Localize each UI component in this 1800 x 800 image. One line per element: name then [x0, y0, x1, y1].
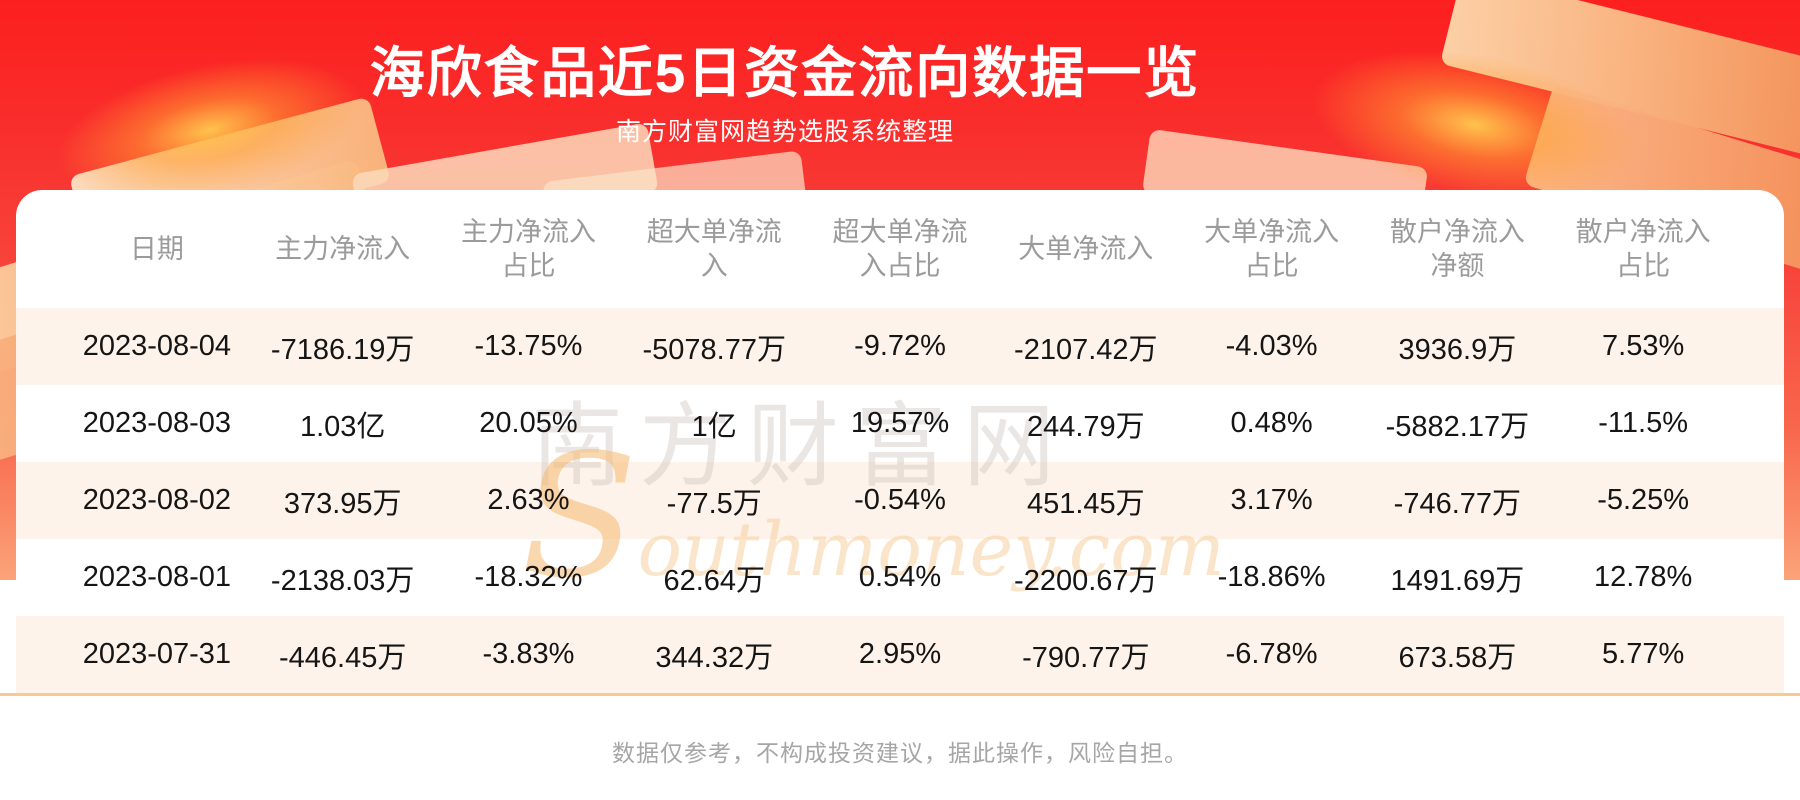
table-cell: 451.45万: [1026, 487, 1145, 520]
table-cell: 19.57%: [850, 407, 950, 439]
table-cell: 0.48%: [1230, 407, 1313, 439]
column-header: 主力净流入: [275, 234, 411, 264]
table-cell: 5.77%: [1602, 638, 1685, 670]
table-cell: 2023-08-03: [82, 407, 232, 439]
column-header: 大单净流入: [1018, 234, 1154, 264]
page-title: 海欣食品近5日资金流向数据一览: [369, 42, 1201, 104]
table-cell: -0.54%: [854, 484, 946, 516]
column-header: 散户净流入 占比: [1575, 217, 1711, 281]
table-row: 2023-08-03 1.03亿 20.05% 1亿 19.57% 244.79万 0.48…: [16, 385, 1784, 462]
column-header: 超大单净流 入占比: [832, 217, 968, 281]
column-header: 日期: [129, 234, 184, 264]
table-cell: 0.54%: [858, 561, 942, 593]
table-cell: -790.77万: [1022, 641, 1150, 674]
table-cell: -3.83%: [482, 638, 575, 670]
table-cell: 2023-08-01: [82, 561, 232, 593]
table-row: 2023-08-04 -7186.19万 -13.75% -5078.77万 -9.72…: [16, 308, 1784, 385]
column-header: 大单净流入 占比: [1204, 217, 1340, 281]
disclaimer-text: 数据仅参考，不构成投资建议，据此操作，风险自担。: [612, 740, 1188, 766]
table-cell: 2023-07-31: [82, 638, 232, 670]
table-cell: 20.05%: [479, 407, 578, 439]
table-cell: -11.5%: [1598, 407, 1688, 439]
table-cell: -77.5万: [666, 487, 762, 520]
table-cell: -2200.67万: [1014, 564, 1158, 597]
table-body: 2023-08-04 -7186.19万 -13.75% -5078.77万 -9.72…: [16, 308, 1784, 693]
table-cell: 3.17%: [1230, 484, 1313, 516]
table-cell: 373.95万: [283, 487, 402, 520]
column-header: 散户净流入 净额: [1389, 217, 1525, 281]
table-cell: -4.03%: [1225, 330, 1318, 362]
table-cell: -5882.17万: [1385, 410, 1530, 443]
table-cell: 673.58万: [1398, 641, 1517, 674]
table-row: 2023-07-31 -446.45万 -3.83% 344.32万 2.95% -790…: [16, 616, 1784, 693]
column-header: 主力净流入 占比: [460, 217, 596, 281]
table-cell: -746.77万: [1393, 487, 1522, 520]
table-cell: -13.75%: [474, 330, 583, 362]
column-header: 超大单净流 入: [646, 217, 782, 281]
page-subtitle: 南方财富网趋势选股系统整理: [615, 118, 954, 146]
table-cell: -6.78%: [1225, 638, 1318, 670]
table-cell: -7186.19万: [270, 333, 415, 366]
table-row: 2023-08-02 373.95万 2.63% -77.5万 -0.54% 451.45…: [16, 462, 1784, 539]
table-cell: 62.64万: [663, 564, 766, 597]
table-cell: 7.53%: [1602, 330, 1685, 362]
table-cell: 1亿: [691, 410, 737, 443]
table-cell: -18.32%: [474, 561, 583, 593]
table-cell: 2.63%: [487, 484, 570, 516]
table-cell: 344.32万: [655, 641, 774, 674]
table-cell: 2.95%: [858, 638, 942, 670]
table-cell: -2138.03万: [270, 564, 415, 597]
table-cell: 3936.9万: [1398, 333, 1517, 366]
table-cell: -446.45万: [278, 641, 407, 674]
table-cell: 2023-08-04: [82, 330, 232, 362]
table-cell: -9.72%: [854, 330, 946, 362]
table-cell: -5.25%: [1597, 484, 1690, 516]
divider-line: [0, 693, 1800, 696]
table-cell: 12.78%: [1593, 561, 1693, 593]
data-table-card: 南方财富网 Southmoney.com 日期 主力净流入 主力净流入 占比 超大单净…: [16, 190, 1784, 800]
table-cell: 2023-08-02: [82, 484, 232, 516]
table-cell: -2107.42万: [1014, 333, 1158, 366]
table-header-row: 日期 主力净流入 主力净流入 占比 超大单净流 入超大单净流 入占比 大单净流入 大单净流…: [16, 190, 1784, 308]
table-cell: 244.79万: [1026, 410, 1145, 443]
table-cell: 1491.69万: [1390, 564, 1525, 597]
table-cell: -18.86%: [1217, 561, 1326, 593]
table-cell: 1.03亿: [299, 410, 386, 443]
table-cell: -5078.77万: [642, 333, 786, 366]
table-row: 2023-08-01 -2138.03万 -18.32% 62.64万 0.54% -22…: [16, 539, 1784, 616]
